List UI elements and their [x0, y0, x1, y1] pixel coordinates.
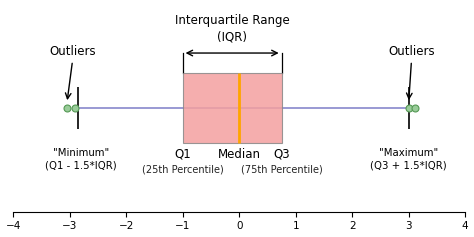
- Bar: [182, 73, 282, 143]
- Text: (75th Percentile): (75th Percentile): [241, 164, 322, 174]
- Text: "Minimum"
(Q1 - 1.5*IQR): "Minimum" (Q1 - 1.5*IQR): [45, 148, 117, 170]
- Text: (25th Percentile): (25th Percentile): [142, 164, 224, 174]
- Text: Outliers: Outliers: [49, 45, 96, 58]
- Text: Q3: Q3: [273, 148, 290, 161]
- Text: "Maximum"
(Q3 + 1.5*IQR): "Maximum" (Q3 + 1.5*IQR): [370, 148, 447, 170]
- Text: Median: Median: [218, 148, 261, 161]
- Text: Outliers: Outliers: [388, 45, 435, 58]
- Text: Interquartile Range
(IQR): Interquartile Range (IQR): [175, 14, 290, 43]
- Text: Q1: Q1: [174, 148, 191, 161]
